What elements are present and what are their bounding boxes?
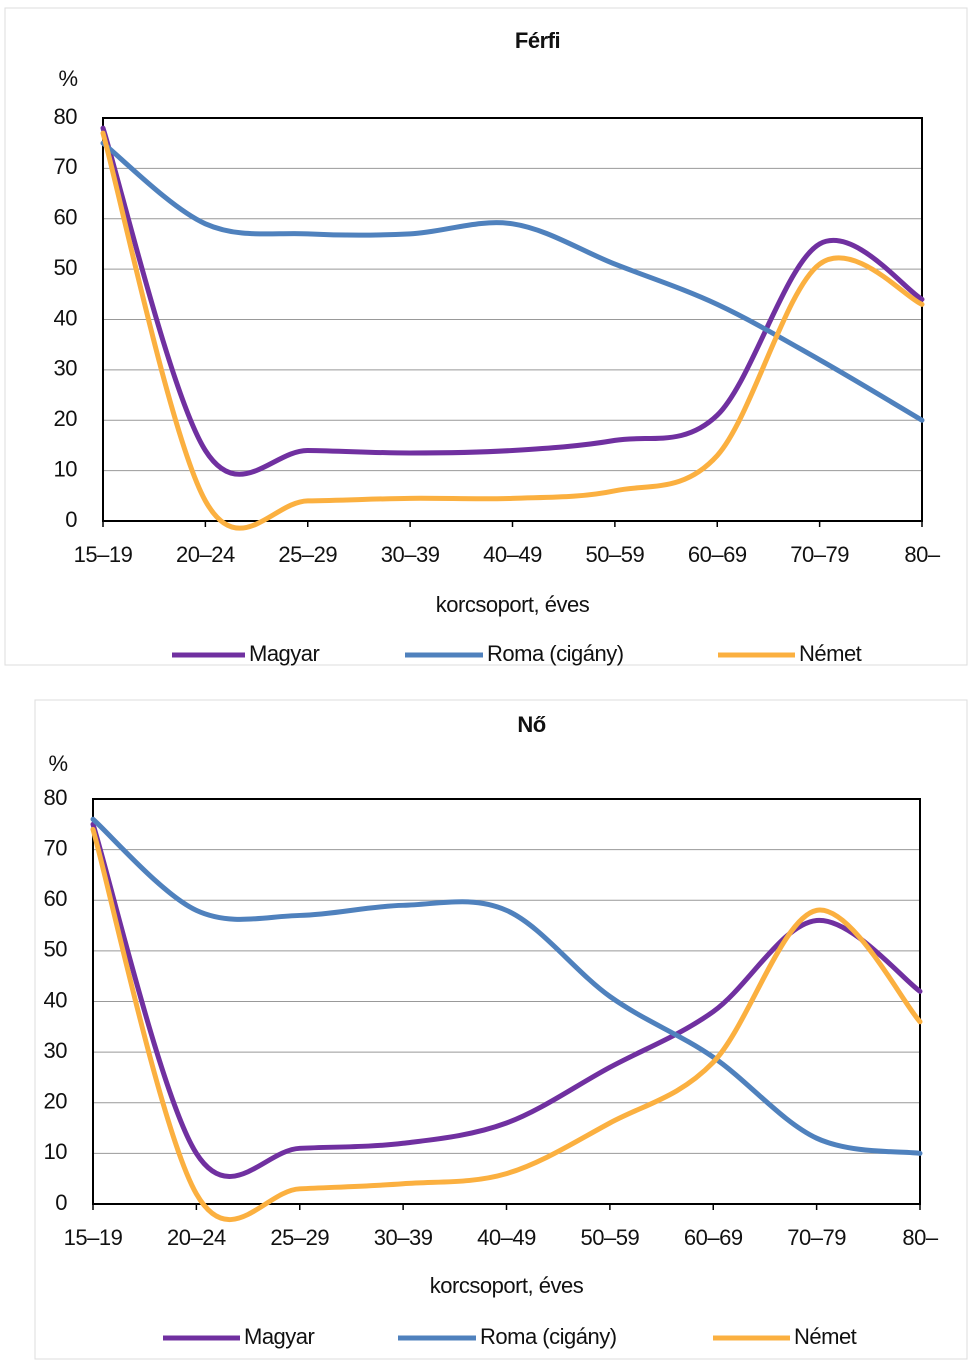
y-tick-label: 80 (54, 104, 78, 129)
y-axis-label: % (58, 66, 77, 91)
x-tick-label: 30–39 (381, 542, 440, 567)
y-axis-label: % (48, 751, 67, 776)
x-tick-label: 70–79 (787, 1225, 846, 1250)
x-tick-label: 25–29 (278, 542, 337, 567)
x-tick-label: 60–69 (688, 542, 747, 567)
x-tick-label: 80– (904, 542, 940, 567)
panel (34, 699, 968, 1360)
y-tick-label: 0 (65, 507, 77, 532)
data-line (90, 821, 923, 1179)
y-tick-label: 10 (54, 456, 78, 481)
x-tick-label: 40–49 (483, 542, 542, 567)
data-line (90, 826, 923, 1222)
x-tick-label: 70–79 (790, 542, 849, 567)
y-tick-label: 10 (44, 1139, 68, 1164)
y-tick-label: 30 (44, 1038, 68, 1063)
x-tick-label: 20–24 (176, 542, 235, 567)
y-tick-label: 40 (44, 987, 68, 1012)
legend-label: Magyar (249, 641, 320, 666)
data-line (90, 816, 923, 1156)
x-tick-label: 15–19 (64, 1225, 123, 1250)
x-tick-label: 30–39 (374, 1225, 433, 1250)
y-tick-label: 30 (54, 356, 78, 381)
x-tick-label: 80– (902, 1225, 938, 1250)
x-tick-label: 20–24 (167, 1225, 226, 1250)
y-tick-label: 50 (44, 937, 68, 962)
chart-title: Férfi (515, 28, 560, 53)
y-tick-label: 70 (54, 154, 78, 179)
x-tick-label: 40–49 (477, 1225, 536, 1250)
x-axis-label: korcsoport, éves (430, 1273, 584, 1298)
legend-label: Német (794, 1324, 857, 1349)
x-tick-label: 50–59 (586, 542, 645, 567)
y-tick-label: 60 (54, 205, 78, 230)
data-line (100, 125, 925, 477)
y-tick-label: 20 (44, 1089, 68, 1114)
y-tick-label: 20 (54, 406, 78, 431)
y-tick-label: 40 (54, 305, 78, 330)
y-tick-label: 70 (44, 835, 68, 860)
data-line (100, 140, 925, 423)
y-tick-label: 50 (54, 255, 78, 280)
legend-label: Magyar (244, 1324, 315, 1349)
y-tick-label: 80 (44, 785, 68, 810)
x-axis-label: korcsoport, éves (436, 592, 590, 617)
legend-label: Roma (cigány) (480, 1324, 617, 1349)
legend-label: Német (799, 641, 862, 666)
x-tick-label: 25–29 (270, 1225, 329, 1250)
x-tick-label: 15–19 (74, 542, 133, 567)
y-tick-label: 0 (55, 1190, 67, 1215)
legend-label: Roma (cigány) (487, 641, 624, 666)
x-tick-label: 50–59 (581, 1225, 640, 1250)
x-tick-label: 60–69 (684, 1225, 743, 1250)
y-tick-label: 60 (44, 886, 68, 911)
data-line (100, 130, 925, 531)
chart-title: Nő (517, 712, 545, 737)
